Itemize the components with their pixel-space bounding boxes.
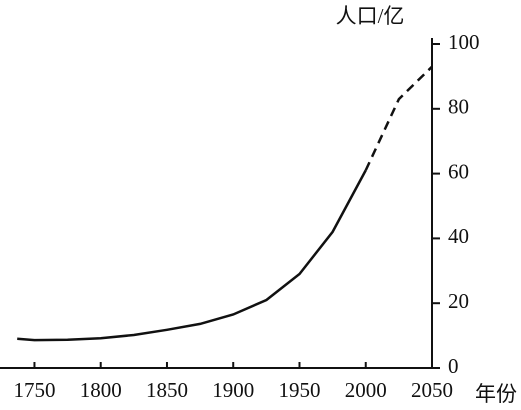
x-axis-label: 年份 <box>475 382 517 406</box>
x-tick-label: 1850 <box>146 378 188 402</box>
x-tick-label: 1950 <box>278 378 320 402</box>
y-tick-label: 80 <box>448 95 469 119</box>
line-series <box>364 65 433 171</box>
x-tick-label: 2050 <box>411 378 453 402</box>
x-tick-label: 2000 <box>345 378 387 402</box>
y-axis-label: 人口/亿 <box>336 4 405 28</box>
x-tick-label: 1800 <box>80 378 122 402</box>
y-tick-label: 0 <box>448 354 459 378</box>
y-tick-label: 60 <box>448 159 469 183</box>
x-tick-label: 1900 <box>212 378 254 402</box>
line-series <box>17 169 367 342</box>
y-tick-label: 40 <box>448 224 469 248</box>
x-tick-label: 1750 <box>13 378 55 402</box>
y-tick-label: 20 <box>448 289 469 313</box>
y-tick-label: 100 <box>448 30 480 54</box>
